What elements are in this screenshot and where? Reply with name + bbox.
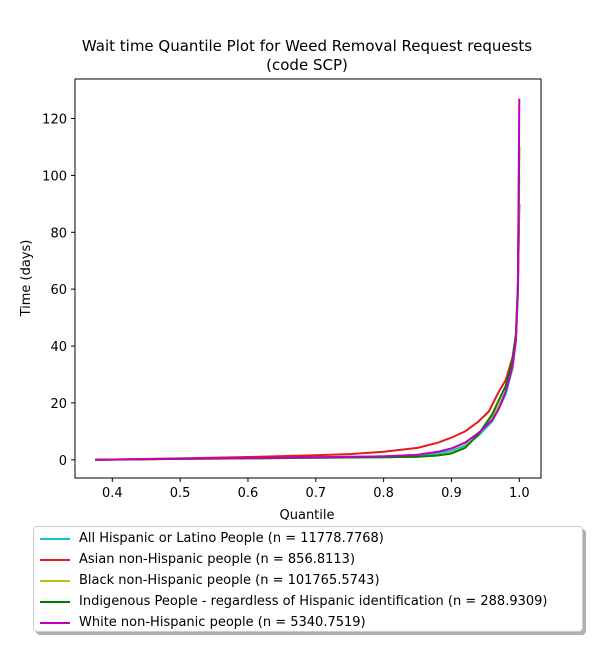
legend-item: White non-Hispanic people (n = 5340.7519… bbox=[34, 612, 366, 633]
x-tick-label: 1.0 bbox=[509, 486, 530, 501]
series-line-4 bbox=[95, 98, 521, 461]
chart-title: Wait time Quantile Plot for Weed Removal… bbox=[82, 37, 532, 55]
legend-item: All Hispanic or Latino People (n = 11778… bbox=[34, 528, 384, 549]
series-line-1 bbox=[95, 203, 521, 461]
y-axis-label: Time (days) bbox=[19, 240, 34, 318]
chart-subtitle: (code SCP) bbox=[266, 56, 348, 74]
legend-swatch bbox=[40, 579, 70, 582]
y-tick-label: 60 bbox=[50, 283, 67, 298]
legend-swatch bbox=[40, 621, 70, 624]
y-tick-label: 0 bbox=[59, 454, 67, 469]
legend-swatch bbox=[40, 537, 70, 540]
legend-item: Black non-Hispanic people (n = 101765.57… bbox=[34, 570, 380, 591]
x-tick-label: 0.9 bbox=[441, 486, 462, 501]
y-tick-label: 80 bbox=[50, 226, 67, 241]
chart-legend: All Hispanic or Latino People (n = 11778… bbox=[33, 526, 583, 632]
y-tick-label: 120 bbox=[42, 113, 67, 128]
legend-swatch bbox=[40, 558, 70, 561]
legend-swatch bbox=[40, 600, 70, 603]
x-tick-label: 0.7 bbox=[305, 486, 326, 501]
legend-label: All Hispanic or Latino People (n = 11778… bbox=[79, 531, 384, 546]
legend-item: Indigenous People - regardless of Hispan… bbox=[34, 591, 548, 612]
y-tick-label: 100 bbox=[42, 169, 67, 184]
legend-label: Asian non-Hispanic people (n = 856.8113) bbox=[79, 552, 356, 567]
x-tick-label: 0.5 bbox=[170, 486, 191, 501]
quantile-chart: Wait time Quantile Plot for Weed Removal… bbox=[19, 37, 542, 520]
series-line-2 bbox=[95, 175, 521, 461]
y-tick-label: 40 bbox=[50, 340, 67, 355]
x-tick-label: 0.6 bbox=[238, 486, 259, 501]
plot-frame bbox=[74, 78, 542, 479]
x-tick-label: 0.4 bbox=[102, 486, 123, 501]
legend-label: Indigenous People - regardless of Hispan… bbox=[79, 594, 548, 609]
x-axis-label: Quantile bbox=[280, 508, 335, 520]
legend-label: White non-Hispanic people (n = 5340.7519… bbox=[79, 615, 366, 630]
series-line-0 bbox=[95, 203, 521, 461]
legend-item: Asian non-Hispanic people (n = 856.8113) bbox=[34, 549, 355, 570]
legend-label: Black non-Hispanic people (n = 101765.57… bbox=[79, 573, 380, 588]
plot-area: 0.4 0.5 0.6 0.7 0.8 0.9 1.0 0 20 40 60 80 100 120 bbox=[42, 78, 542, 501]
series-line-3 bbox=[95, 146, 521, 461]
x-tick-label: 0.8 bbox=[373, 486, 394, 501]
y-tick-label: 20 bbox=[50, 397, 67, 412]
